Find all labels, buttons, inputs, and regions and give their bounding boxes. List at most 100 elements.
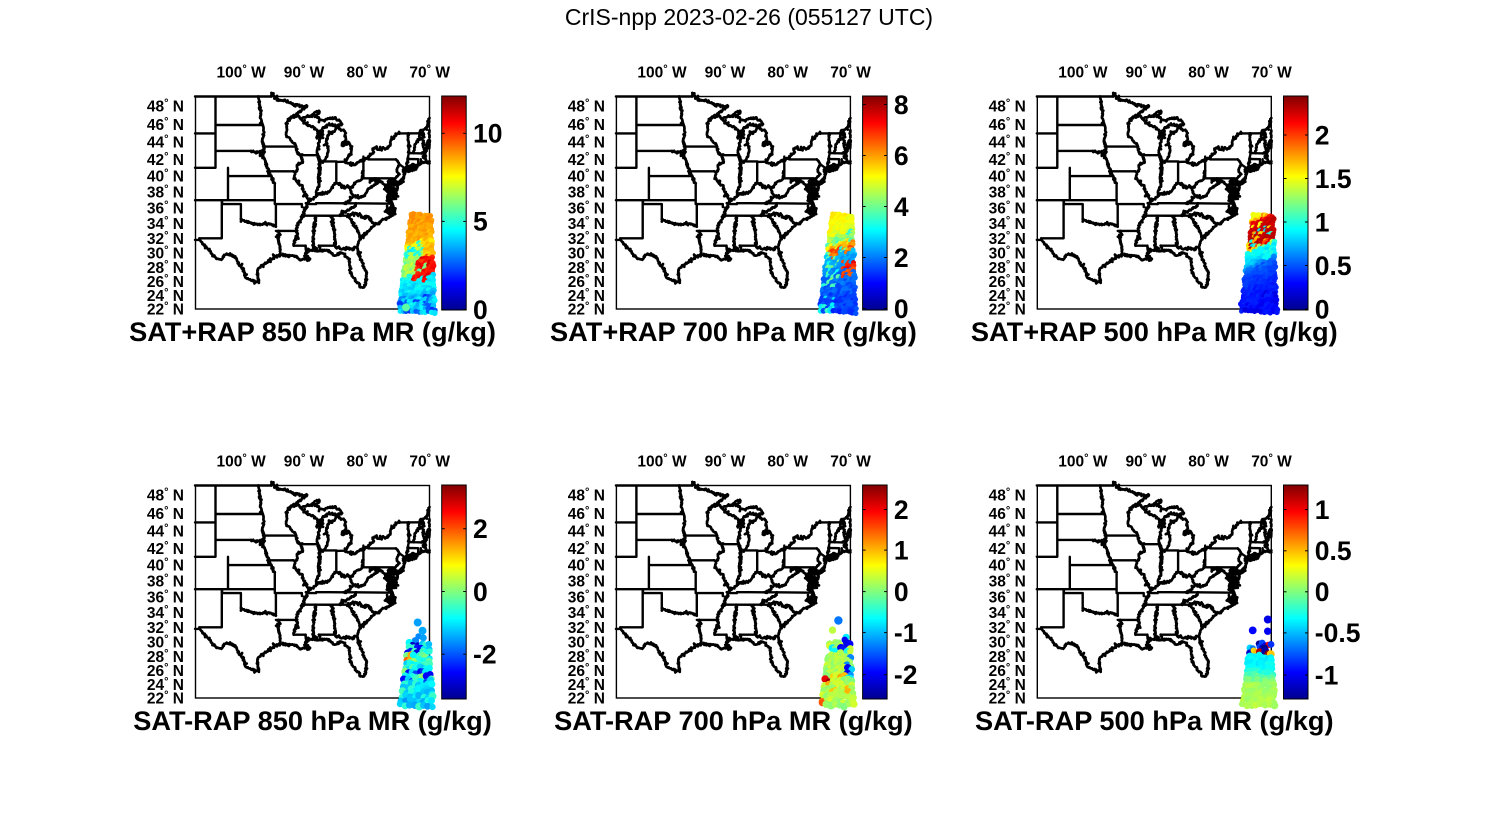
svg-text:90° W: 90° W — [705, 64, 746, 82]
svg-text:30° N: 30° N — [568, 634, 605, 652]
svg-text:38° N: 38° N — [989, 573, 1026, 591]
svg-text:46° N: 46° N — [568, 505, 605, 523]
svg-text:30° N: 30° N — [989, 634, 1026, 652]
svg-text:38° N: 38° N — [568, 184, 605, 202]
svg-text:24° N: 24° N — [147, 287, 184, 305]
svg-text:80° W: 80° W — [347, 64, 388, 82]
svg-text:28° N: 28° N — [568, 648, 605, 666]
svg-text:46° N: 46° N — [989, 116, 1026, 134]
svg-text:44° N: 44° N — [568, 523, 605, 541]
svg-text:46° N: 46° N — [147, 505, 184, 523]
svg-text:28° N: 28° N — [147, 648, 184, 666]
svg-text:40° N: 40° N — [568, 557, 605, 575]
svg-text:80° W: 80° W — [1188, 64, 1229, 82]
svg-text:32° N: 32° N — [147, 230, 184, 248]
svg-text:100° W: 100° W — [1058, 453, 1108, 471]
svg-text:34° N: 34° N — [568, 215, 605, 233]
svg-text:46° N: 46° N — [568, 116, 605, 134]
svg-text:28° N: 28° N — [147, 259, 184, 277]
svg-text:100° W: 100° W — [637, 453, 687, 471]
svg-text:SAT-RAP 700 hPa MR (g/kg): SAT-RAP 700 hPa MR (g/kg) — [554, 705, 913, 736]
svg-text:24° N: 24° N — [147, 676, 184, 694]
svg-text:36° N: 36° N — [989, 200, 1026, 218]
svg-text:90° W: 90° W — [284, 64, 325, 82]
svg-text:42° N: 42° N — [147, 151, 184, 169]
svg-text:22° N: 22° N — [147, 690, 184, 708]
svg-text:SAT+RAP 700 hPa MR (g/kg): SAT+RAP 700 hPa MR (g/kg) — [550, 316, 917, 347]
svg-text:SAT+RAP 850 hPa MR (g/kg): SAT+RAP 850 hPa MR (g/kg) — [129, 316, 496, 347]
svg-text:44° N: 44° N — [147, 134, 184, 152]
svg-text:80° W: 80° W — [1188, 453, 1229, 471]
svg-text:42° N: 42° N — [989, 151, 1026, 169]
svg-text:22° N: 22° N — [989, 690, 1026, 708]
svg-text:34° N: 34° N — [568, 604, 605, 622]
svg-text:26° N: 26° N — [989, 273, 1026, 291]
svg-text:28° N: 28° N — [989, 259, 1026, 277]
svg-text:90° W: 90° W — [1126, 64, 1167, 82]
svg-text:22° N: 22° N — [568, 690, 605, 708]
svg-text:2: 2 — [894, 495, 909, 525]
svg-text:42° N: 42° N — [989, 540, 1026, 558]
svg-text:0.5: 0.5 — [1315, 251, 1352, 281]
svg-text:22° N: 22° N — [568, 301, 605, 319]
svg-text:0: 0 — [894, 577, 909, 607]
svg-text:42° N: 42° N — [147, 540, 184, 558]
svg-text:46° N: 46° N — [989, 505, 1026, 523]
svg-text:70° W: 70° W — [1251, 453, 1292, 471]
svg-text:34° N: 34° N — [989, 604, 1026, 622]
svg-text:32° N: 32° N — [147, 619, 184, 637]
svg-text:0: 0 — [473, 295, 488, 325]
svg-text:26° N: 26° N — [147, 273, 184, 291]
svg-text:36° N: 36° N — [989, 589, 1026, 607]
svg-text:CrIS-npp 2023-02-26 (055127 UT: CrIS-npp 2023-02-26 (055127 UTC) — [565, 4, 933, 30]
svg-text:34° N: 34° N — [147, 215, 184, 233]
svg-text:SAT-RAP 850 hPa MR (g/kg): SAT-RAP 850 hPa MR (g/kg) — [133, 705, 492, 736]
svg-text:0: 0 — [1315, 577, 1330, 607]
svg-text:22° N: 22° N — [989, 301, 1026, 319]
svg-text:38° N: 38° N — [147, 184, 184, 202]
svg-text:48° N: 48° N — [147, 98, 184, 116]
svg-text:100° W: 100° W — [637, 64, 687, 82]
svg-text:32° N: 32° N — [568, 230, 605, 248]
svg-text:38° N: 38° N — [568, 573, 605, 591]
svg-text:0: 0 — [1315, 294, 1330, 324]
svg-text:42° N: 42° N — [568, 540, 605, 558]
svg-text:6: 6 — [894, 141, 909, 171]
svg-text:24° N: 24° N — [568, 676, 605, 694]
svg-text:40° N: 40° N — [989, 168, 1026, 186]
svg-text:70° W: 70° W — [830, 453, 871, 471]
svg-text:-1: -1 — [894, 618, 918, 648]
svg-text:26° N: 26° N — [147, 662, 184, 680]
svg-text:38° N: 38° N — [147, 573, 184, 591]
svg-text:38° N: 38° N — [989, 184, 1026, 202]
svg-text:40° N: 40° N — [147, 168, 184, 186]
svg-text:44° N: 44° N — [568, 134, 605, 152]
svg-text:48° N: 48° N — [568, 98, 605, 116]
svg-text:2: 2 — [473, 514, 488, 544]
svg-text:48° N: 48° N — [568, 487, 605, 505]
svg-text:28° N: 28° N — [568, 259, 605, 277]
svg-text:32° N: 32° N — [568, 619, 605, 637]
svg-text:36° N: 36° N — [147, 200, 184, 218]
svg-text:48° N: 48° N — [989, 98, 1026, 116]
svg-text:70° W: 70° W — [409, 64, 450, 82]
svg-text:32° N: 32° N — [989, 619, 1026, 637]
svg-text:100° W: 100° W — [216, 453, 266, 471]
svg-text:24° N: 24° N — [989, 287, 1026, 305]
svg-text:80° W: 80° W — [347, 453, 388, 471]
svg-text:30° N: 30° N — [147, 634, 184, 652]
svg-text:40° N: 40° N — [989, 557, 1026, 575]
svg-text:44° N: 44° N — [989, 523, 1026, 541]
svg-text:40° N: 40° N — [147, 557, 184, 575]
svg-text:44° N: 44° N — [989, 134, 1026, 152]
svg-text:26° N: 26° N — [568, 273, 605, 291]
svg-text:-2: -2 — [473, 640, 497, 670]
svg-text:26° N: 26° N — [989, 662, 1026, 680]
svg-text:100° W: 100° W — [1058, 64, 1108, 82]
svg-text:80° W: 80° W — [767, 453, 808, 471]
svg-text:80° W: 80° W — [767, 64, 808, 82]
svg-text:2: 2 — [894, 243, 909, 273]
svg-text:0.5: 0.5 — [1315, 536, 1352, 566]
svg-text:26° N: 26° N — [568, 662, 605, 680]
svg-text:24° N: 24° N — [568, 287, 605, 305]
